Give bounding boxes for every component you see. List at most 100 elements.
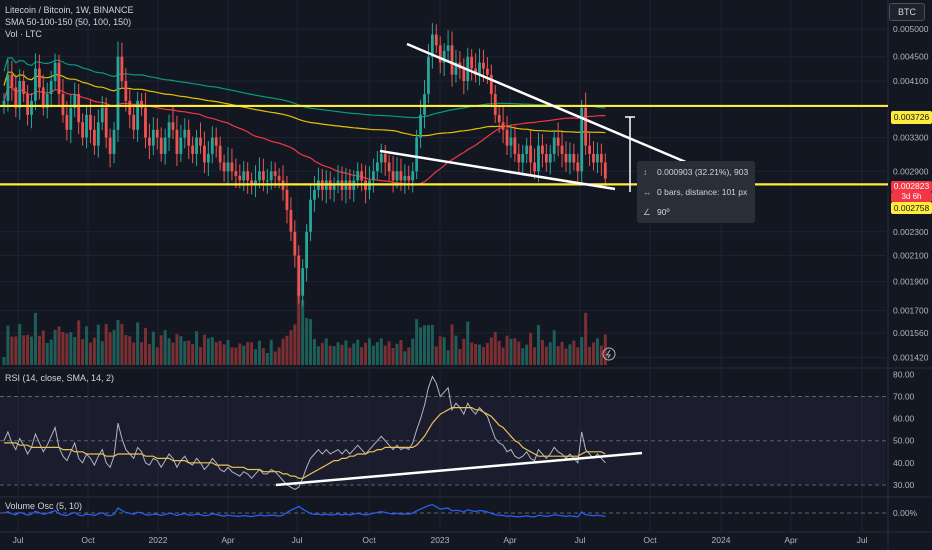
currency-button[interactable]: BTC bbox=[889, 3, 925, 21]
candle-body bbox=[222, 162, 226, 172]
volume-bar bbox=[387, 341, 391, 365]
candle-body bbox=[96, 122, 100, 146]
volume-bar bbox=[364, 342, 368, 365]
rsi-tick-label: 40.00 bbox=[893, 458, 915, 468]
volume-bar bbox=[552, 330, 556, 365]
time-tick-label: Oct bbox=[643, 535, 657, 545]
volume-bar bbox=[175, 334, 179, 365]
volume-bar bbox=[497, 340, 501, 365]
volume-legend[interactable]: Vol · LTC bbox=[5, 29, 42, 39]
rsi-tick-label: 60.00 bbox=[893, 414, 915, 424]
candle-body bbox=[454, 62, 458, 75]
volume-bar bbox=[348, 347, 352, 365]
volume-bar bbox=[33, 312, 37, 365]
candle-body bbox=[30, 100, 33, 115]
candle-body bbox=[171, 122, 175, 130]
time-axis[interactable]: Jul Oct 2022 Apr Jul Oct 2023 Apr Jul Oct 2024 Apr J… bbox=[13, 535, 868, 545]
volume-bar bbox=[367, 338, 371, 365]
sma-legend[interactable]: SMA 50-100-150 (50, 100, 150) bbox=[5, 17, 132, 27]
current-price-tag: 0.002823 bbox=[891, 181, 932, 192]
rsi-panel bbox=[0, 375, 886, 490]
volume-bar bbox=[163, 330, 167, 365]
volume-bar bbox=[81, 339, 85, 365]
volume-bar bbox=[293, 324, 297, 365]
candle-body bbox=[596, 153, 599, 163]
volume-bar bbox=[132, 342, 136, 365]
volume-osc-legend[interactable]: Volume Osc (5, 10) bbox=[5, 501, 83, 511]
candle-body bbox=[301, 268, 305, 296]
time-tick-label: Oct bbox=[362, 535, 376, 545]
volume-bar bbox=[517, 341, 521, 365]
candle-body bbox=[462, 68, 466, 81]
price-tick-label: 0.004500 bbox=[893, 52, 929, 62]
candle-body bbox=[269, 171, 273, 181]
candle-body bbox=[108, 137, 112, 154]
candle-body bbox=[438, 45, 442, 63]
candle-body bbox=[37, 68, 41, 88]
trend-drawings[interactable] bbox=[379, 42, 689, 361]
volume-bar bbox=[356, 339, 360, 365]
volume-bar bbox=[147, 344, 151, 365]
candle-body bbox=[407, 175, 411, 181]
volume-bar bbox=[332, 346, 336, 365]
candle-body bbox=[163, 137, 167, 154]
volume-bar bbox=[305, 318, 309, 365]
candle-body bbox=[132, 114, 136, 130]
volume-bar bbox=[108, 332, 112, 365]
candle-body bbox=[6, 74, 10, 101]
candle-body bbox=[332, 185, 336, 190]
volume-bar bbox=[430, 325, 434, 365]
candle-body bbox=[65, 114, 69, 130]
candle-body bbox=[273, 171, 277, 176]
volume-bar bbox=[88, 342, 92, 365]
candle-body bbox=[128, 100, 132, 115]
candle-body bbox=[242, 171, 246, 181]
candle-body bbox=[22, 80, 26, 95]
candle-body bbox=[470, 56, 474, 69]
candle-body bbox=[603, 162, 607, 179]
volume-bar bbox=[104, 323, 108, 365]
candle-body bbox=[100, 107, 104, 123]
volume-bar bbox=[199, 347, 202, 365]
candle-body bbox=[41, 87, 45, 108]
vosc-line bbox=[3, 503, 606, 518]
volume-bar bbox=[151, 331, 155, 365]
candle-body bbox=[89, 114, 92, 130]
volume-bar bbox=[540, 339, 544, 365]
volume-bar bbox=[57, 326, 61, 365]
candle-body bbox=[261, 171, 265, 181]
volume-bar bbox=[187, 340, 191, 365]
candle-body bbox=[450, 45, 454, 75]
candle-body bbox=[434, 34, 438, 46]
volume-bar bbox=[521, 348, 525, 365]
volume-bar bbox=[403, 351, 407, 365]
price-tick-label: 0.001700 bbox=[893, 306, 929, 316]
candle-body bbox=[552, 137, 556, 154]
volume-bar bbox=[336, 342, 340, 365]
volume-bar bbox=[49, 339, 53, 365]
rsi-legend[interactable]: RSI (14, close, SMA, 14, 2) bbox=[5, 373, 115, 383]
sma150-line bbox=[3, 57, 606, 119]
symbol-title[interactable]: Litecoin / Bitcoin, 1W, BINANCE bbox=[5, 5, 134, 15]
candle-body bbox=[179, 137, 183, 154]
volume-bar bbox=[595, 338, 599, 365]
volume-bar bbox=[470, 342, 474, 365]
volume-bar bbox=[533, 347, 537, 365]
candle-body bbox=[497, 114, 501, 123]
price-tick-label: 0.003300 bbox=[893, 133, 929, 143]
candle-body bbox=[104, 107, 108, 138]
volume-bar bbox=[572, 340, 576, 365]
candle-body bbox=[49, 80, 53, 95]
candle-body bbox=[234, 171, 238, 176]
volume-bar bbox=[309, 319, 313, 365]
volume-bar bbox=[493, 332, 497, 365]
volume-bar bbox=[505, 335, 509, 365]
volume-bar bbox=[426, 325, 430, 365]
volume-bar bbox=[489, 337, 493, 365]
candle-body bbox=[77, 94, 81, 123]
candle-body bbox=[411, 171, 415, 181]
price-axis[interactable]: 0.005000 0.004500 0.004100 0.003300 0.002900… bbox=[893, 24, 929, 518]
candle-body bbox=[124, 80, 128, 101]
candle-body bbox=[206, 153, 210, 163]
